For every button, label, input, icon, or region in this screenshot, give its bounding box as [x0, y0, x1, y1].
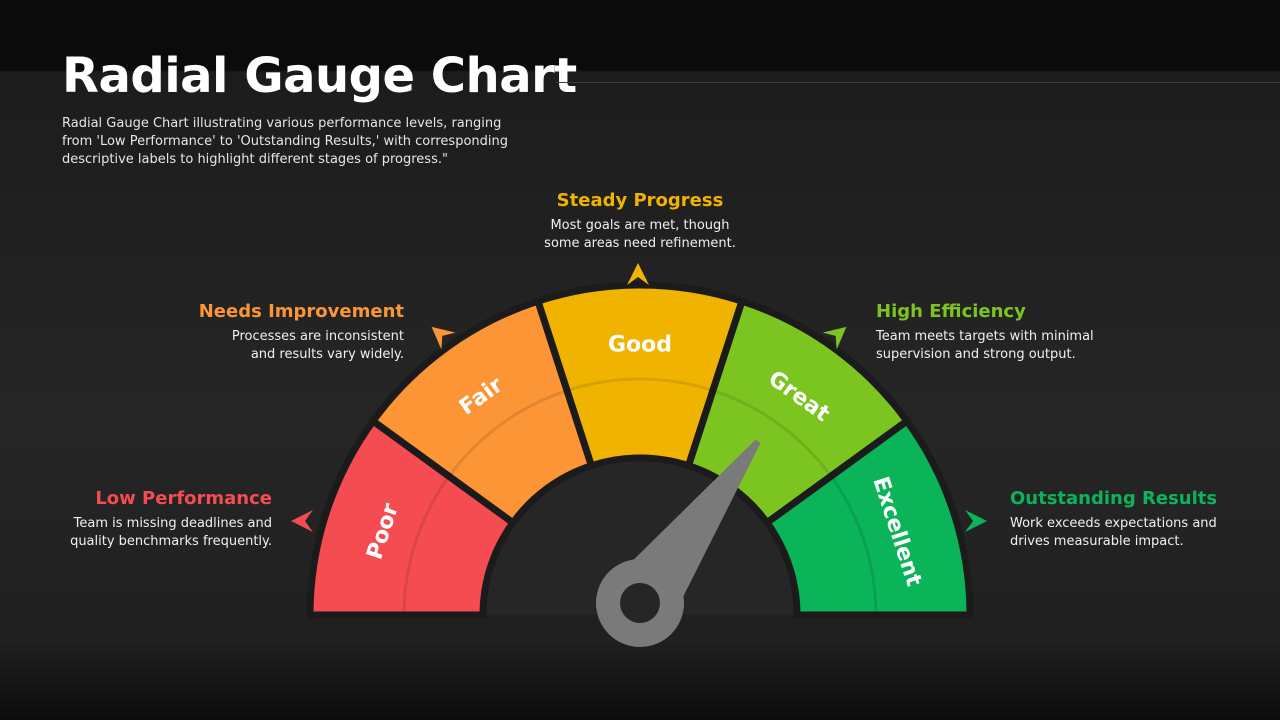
desc-outstanding-results: Outstanding Results Work exceeds expecta…	[1010, 488, 1217, 551]
gauge-label-good: Good	[608, 333, 672, 358]
desc-text: Most goals are met, though some areas ne…	[544, 218, 736, 251]
desc-high-efficiency: High Efficiency Team meets targets with …	[876, 301, 1094, 364]
desc-heading: Outstanding Results	[1010, 488, 1218, 509]
page-subtitle: Radial Gauge Chart illustrating various …	[62, 116, 509, 167]
arrow-marker-good	[627, 263, 649, 285]
desc-steady-progress: Steady Progress Most goals are met, thou…	[520, 190, 760, 253]
desc-text: Team is missing deadlines and quality be…	[70, 516, 272, 549]
desc-text: Work exceeds expectations and drives mea…	[1010, 516, 1217, 549]
page-title: Radial Gauge Chart	[62, 48, 577, 104]
desc-heading: High Efficiency	[876, 301, 1026, 322]
desc-low-performance: Low Performance Team is missing deadline…	[70, 488, 272, 551]
desc-heading: Low Performance	[95, 488, 272, 509]
arrow-marker-poor	[291, 510, 313, 532]
gauge-segment-excellent	[762, 416, 974, 619]
gauge-needle-hole	[620, 583, 660, 623]
title-divider	[556, 82, 1280, 83]
desc-heading: Steady Progress	[556, 190, 724, 211]
gauge-inner-ring	[402, 377, 878, 616]
desc-heading: Needs Improvement	[198, 301, 404, 322]
arrow-marker-fair	[431, 326, 456, 350]
desc-needs-improvement: Needs Improvement Processes are inconsis…	[199, 301, 404, 364]
desc-text: Processes are inconsistent and results v…	[231, 329, 404, 362]
arrow-marker-great	[822, 326, 847, 350]
arrow-marker-excellent	[965, 510, 987, 532]
desc-text: Team meets targets with minimal supervis…	[876, 329, 1094, 362]
